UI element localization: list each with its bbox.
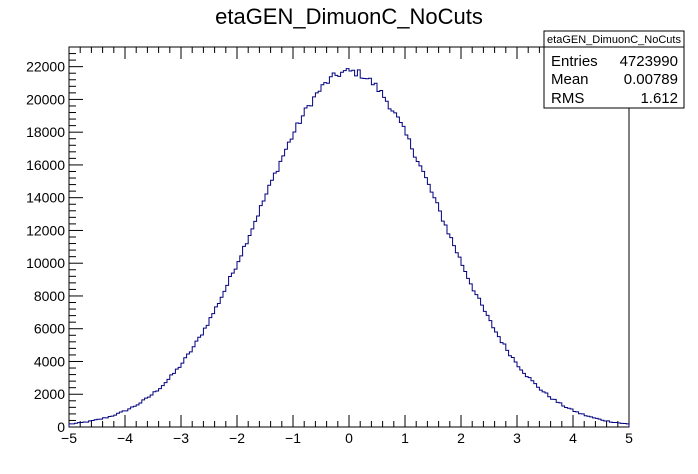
stats-entries-value: 4723990 xyxy=(620,53,678,70)
stats-mean-value: 0.00789 xyxy=(624,71,678,88)
y-tick-label: 0 xyxy=(57,419,65,435)
x-axis-tick-labels: −5 −4 −3 −2 −1 0 1 2 3 4 5 xyxy=(61,430,633,446)
chart-title: etaGEN_DimuonC_NoCuts xyxy=(215,4,483,29)
stats-rms-value: 1.612 xyxy=(640,90,678,107)
x-tick-label: 0 xyxy=(345,430,353,446)
y-tick-label: 16000 xyxy=(26,157,65,173)
x-tick-label: 4 xyxy=(569,430,577,446)
histogram-series xyxy=(68,68,630,427)
x-tick-label: −3 xyxy=(173,430,189,446)
stats-box: etaGEN_DimuonC_NoCuts Entries 4723990 Me… xyxy=(543,30,685,109)
y-axis-tick-labels: 0 2000 4000 6000 8000 10000 12000 14000 16000 180… xyxy=(26,59,65,435)
y-tick-label: 2000 xyxy=(34,386,65,402)
y-tick-label: 6000 xyxy=(34,321,65,337)
y-tick-label: 8000 xyxy=(34,288,65,304)
y-tick-label: 4000 xyxy=(34,353,65,369)
stats-box-frame xyxy=(543,30,685,109)
x-tick-label: −2 xyxy=(229,430,245,446)
stats-mean-label: Mean xyxy=(551,71,589,88)
x-tick-label: −1 xyxy=(285,430,301,446)
stats-entries-label: Entries xyxy=(551,53,598,70)
y-tick-label: 22000 xyxy=(26,59,65,75)
y-tick-label: 20000 xyxy=(26,91,65,107)
x-tick-label: 1 xyxy=(401,430,409,446)
x-tick-label: 5 xyxy=(625,430,633,446)
y-tick-label: 18000 xyxy=(26,124,65,140)
y-tick-label: 14000 xyxy=(26,190,65,206)
stats-box-title: etaGEN_DimuonC_NoCuts xyxy=(547,34,681,46)
y-tick-label: 10000 xyxy=(26,255,65,271)
x-tick-label: 3 xyxy=(513,430,521,446)
x-tick-label: −4 xyxy=(117,430,133,446)
x-tick-label: −5 xyxy=(61,430,77,446)
stats-rms-label: RMS xyxy=(551,90,584,107)
y-tick-label: 12000 xyxy=(26,222,65,238)
x-tick-label: 2 xyxy=(457,430,465,446)
